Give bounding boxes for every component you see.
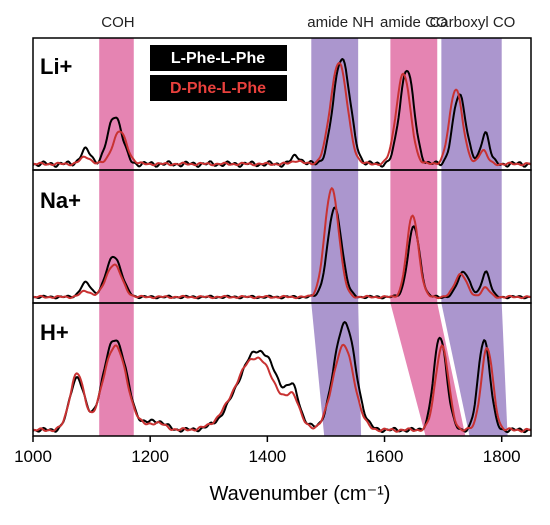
band-label-amide-nh: amide NH: [307, 14, 374, 31]
band-purple-7: [441, 170, 502, 303]
spectrum-na-l-phe-l-phe: [32, 206, 532, 300]
spectrum-li-l-phe-l-phe: [32, 58, 532, 168]
x-tick-label-1200: 1200: [131, 447, 169, 466]
x-tick-label-1400: 1400: [248, 447, 286, 466]
panel-label-na: Na+: [40, 188, 81, 213]
legend-label-l-phe-l-phe: L-Phe-L-Phe: [171, 50, 265, 67]
x-tick-label-1800: 1800: [483, 447, 521, 466]
legend-label-d-phe-l-phe: D-Phe-L-Phe: [170, 80, 266, 97]
x-axis-title: Wavenumber (cm⁻¹): [210, 483, 391, 505]
panel-label-h: H+: [40, 320, 69, 345]
band-label-carboxyl-co: Carboxyl CO: [429, 14, 515, 31]
x-tick-label-1000: 1000: [14, 447, 52, 466]
spectra-series: [32, 58, 532, 434]
band-pink-10: [390, 303, 466, 436]
band-pink-6: [390, 170, 438, 303]
legend: L-Phe-L-Phe D-Phe-L-Phe: [150, 45, 287, 101]
band-label-amide-co: amide CO: [380, 14, 448, 31]
panel-label-li: Li+: [40, 54, 72, 79]
legend-swatch-d-phe-l-phe: [150, 75, 287, 101]
spectrum-h-l-phe-l-phe: [32, 321, 532, 434]
x-tick-label-1600: 1600: [366, 447, 404, 466]
legend-swatch-l-phe-l-phe: [150, 45, 287, 71]
band-purple-3: [441, 38, 502, 170]
panel-h-frame: [32, 302, 532, 437]
x-axis-ticks: [32, 436, 503, 442]
spectrum-h-d-phe-l-phe: [32, 343, 531, 433]
band-pink-8: [99, 303, 134, 436]
spectral-bands: [99, 38, 508, 436]
band-label-coh: COH: [101, 14, 134, 31]
band-purple-11: [441, 303, 508, 436]
band-purple-9: [311, 303, 362, 436]
spectrum-na-d-phe-l-phe: [32, 187, 532, 300]
spectrum-li-d-phe-l-phe: [32, 62, 532, 167]
